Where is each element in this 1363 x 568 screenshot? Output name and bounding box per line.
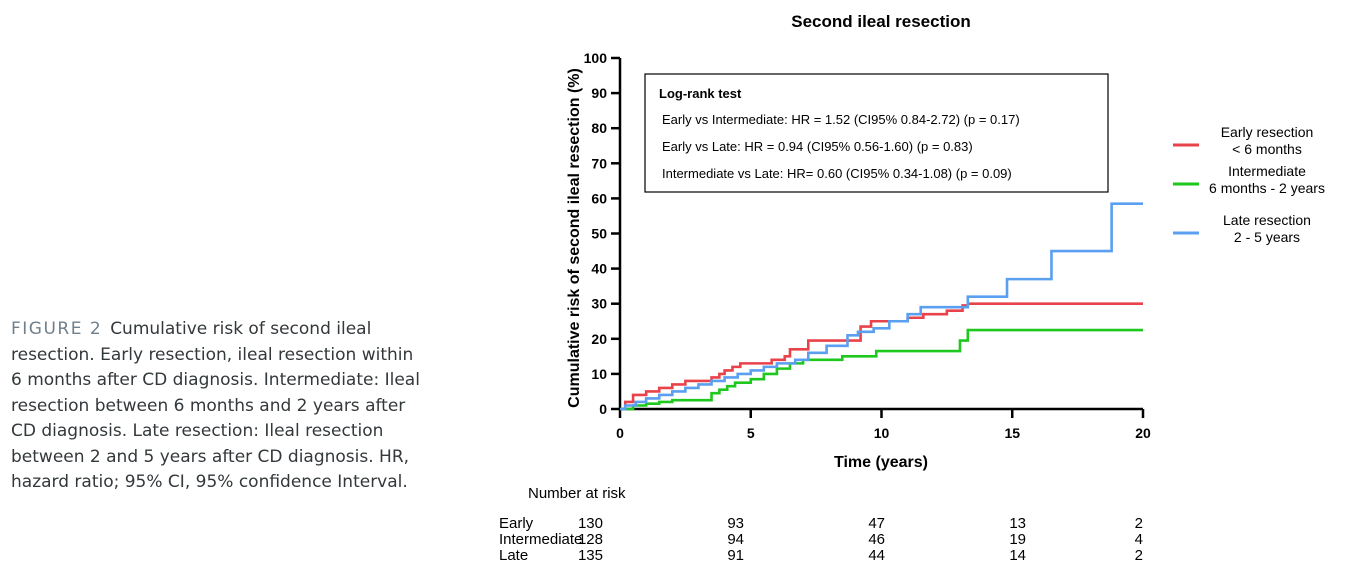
x-tick-label: 0 bbox=[616, 425, 624, 441]
x-axis-label: Time (years) bbox=[834, 454, 928, 471]
risk-cell: 14 bbox=[1009, 547, 1026, 564]
figure-caption: FIGURE 2 Cumulative risk of second ileal … bbox=[11, 317, 421, 496]
chart-title: Second ileal resection bbox=[791, 12, 971, 31]
risk-cell: 19 bbox=[1009, 531, 1026, 548]
risk-cell: 4 bbox=[1135, 531, 1143, 548]
risk-cell: 91 bbox=[727, 547, 744, 564]
risk-cell: 128 bbox=[578, 531, 603, 548]
plot-area: 0 10 20 30 40 50 60 70 80 90 100 0 5 10 15 20 bbox=[584, 50, 1151, 441]
y-tick-label: 80 bbox=[591, 120, 607, 136]
legend-label: Intermediate 6 months - 2 years bbox=[1209, 163, 1325, 196]
legend-label: Early resection < 6 months bbox=[1221, 124, 1314, 157]
series-line-0 bbox=[620, 302, 1143, 411]
risk-table: Number at risk Early 130 93 47 13 2 Intermediat… bbox=[499, 485, 1143, 564]
annotation-heading: Log-rank test bbox=[659, 86, 742, 101]
y-tick-label: 50 bbox=[591, 226, 607, 242]
risk-cell: 94 bbox=[727, 531, 744, 548]
risk-row-label: Early bbox=[499, 515, 534, 532]
risk-cell: 46 bbox=[868, 531, 885, 548]
y-tick-label: 0 bbox=[599, 401, 607, 417]
y-tick-label: 100 bbox=[584, 50, 608, 66]
legend-label: Late resection 2 - 5 years bbox=[1223, 212, 1311, 245]
y-tick-label: 70 bbox=[591, 155, 607, 171]
annotation-line: Early vs Late: HR = 0.94 (CI95% 0.56-1.6… bbox=[662, 139, 973, 154]
x-tick-label: 5 bbox=[747, 425, 755, 441]
legend: Early resection < 6 months Intermediate 6 m… bbox=[1173, 124, 1325, 245]
y-axis-label: Cumulative risk of second ileal resectio… bbox=[566, 68, 583, 408]
risk-cell: 13 bbox=[1009, 515, 1026, 532]
risk-cell: 93 bbox=[727, 515, 744, 532]
y-tick-label: 40 bbox=[591, 261, 607, 277]
x-tick-label: 15 bbox=[1004, 425, 1020, 441]
risk-cell: 130 bbox=[578, 515, 603, 532]
x-tick-label: 20 bbox=[1135, 425, 1151, 441]
series-line-1 bbox=[620, 328, 1143, 411]
y-tick-label: 10 bbox=[591, 366, 607, 382]
series-line-2 bbox=[620, 202, 1143, 411]
risk-row-label: Intermediate bbox=[499, 531, 582, 548]
y-tick-label: 30 bbox=[591, 296, 607, 312]
annotation-line: Intermediate vs Late: HR= 0.60 (CI95% 0.… bbox=[662, 166, 1012, 181]
y-tick-label: 20 bbox=[591, 331, 607, 347]
risk-cell: 2 bbox=[1135, 515, 1143, 532]
figure-label: FIGURE 2 bbox=[11, 319, 103, 339]
risk-table-heading: Number at risk bbox=[528, 485, 626, 502]
annotation-line: Early vs Intermediate: HR = 1.52 (CI95% … bbox=[662, 112, 1020, 127]
risk-cell: 135 bbox=[578, 547, 603, 564]
y-tick-label: 60 bbox=[591, 190, 607, 206]
caption-text: Cumulative risk of second ileal resectio… bbox=[11, 319, 420, 492]
x-tick-label: 10 bbox=[874, 425, 890, 441]
y-tick-label: 90 bbox=[591, 85, 607, 101]
annotation-box: Log-rank test Early vs Intermediate: HR … bbox=[644, 73, 1109, 193]
risk-cell: 47 bbox=[868, 515, 885, 532]
risk-cell: 2 bbox=[1135, 547, 1143, 564]
risk-row-label: Late bbox=[499, 547, 528, 564]
risk-cell: 44 bbox=[868, 547, 885, 564]
